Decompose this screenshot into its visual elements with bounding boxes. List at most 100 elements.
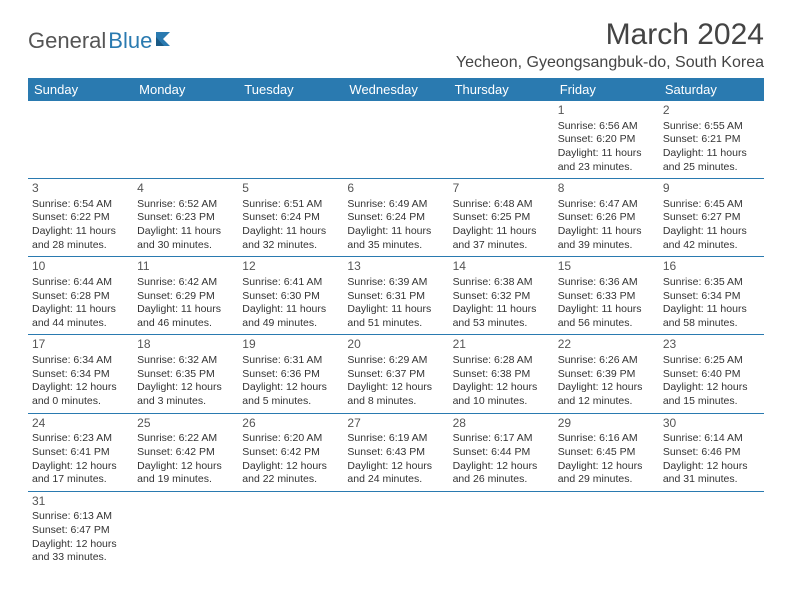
calendar-row: 31Sunrise: 6:13 AMSunset: 6:47 PMDayligh… [28, 491, 764, 569]
sunrise-line: Sunrise: 6:54 AM [32, 198, 129, 212]
calendar-row: 3Sunrise: 6:54 AMSunset: 6:22 PMDaylight… [28, 179, 764, 257]
day-number: 21 [453, 337, 550, 353]
sunrise-line: Sunrise: 6:17 AM [453, 432, 550, 446]
calendar-cell [659, 491, 764, 569]
day-number: 2 [663, 103, 760, 119]
calendar-body: 1Sunrise: 6:56 AMSunset: 6:20 PMDaylight… [28, 101, 764, 569]
calendar-cell: 25Sunrise: 6:22 AMSunset: 6:42 PMDayligh… [133, 413, 238, 491]
day-number: 13 [347, 259, 444, 275]
daylight-line: Daylight: 11 hours and 46 minutes. [137, 303, 234, 330]
sunrise-line: Sunrise: 6:44 AM [32, 276, 129, 290]
header: GeneralBlue March 2024 Yecheon, Gyeongsa… [28, 18, 764, 72]
daylight-line: Daylight: 12 hours and 15 minutes. [663, 381, 760, 408]
sunrise-line: Sunrise: 6:47 AM [558, 198, 655, 212]
sunrise-line: Sunrise: 6:20 AM [242, 432, 339, 446]
weekday-header: Saturday [659, 78, 764, 101]
calendar-cell: 18Sunrise: 6:32 AMSunset: 6:35 PMDayligh… [133, 335, 238, 413]
daylight-line: Daylight: 12 hours and 31 minutes. [663, 460, 760, 487]
daylight-line: Daylight: 12 hours and 26 minutes. [453, 460, 550, 487]
calendar-cell [133, 101, 238, 179]
day-number: 28 [453, 416, 550, 432]
month-title: March 2024 [456, 18, 764, 52]
daylight-line: Daylight: 11 hours and 44 minutes. [32, 303, 129, 330]
sunrise-line: Sunrise: 6:39 AM [347, 276, 444, 290]
day-number: 7 [453, 181, 550, 197]
calendar-cell: 4Sunrise: 6:52 AMSunset: 6:23 PMDaylight… [133, 179, 238, 257]
calendar-cell: 1Sunrise: 6:56 AMSunset: 6:20 PMDaylight… [554, 101, 659, 179]
daylight-line: Daylight: 12 hours and 19 minutes. [137, 460, 234, 487]
calendar-row: 24Sunrise: 6:23 AMSunset: 6:41 PMDayligh… [28, 413, 764, 491]
daylight-line: Daylight: 11 hours and 53 minutes. [453, 303, 550, 330]
sunrise-line: Sunrise: 6:49 AM [347, 198, 444, 212]
calendar-cell: 5Sunrise: 6:51 AMSunset: 6:24 PMDaylight… [238, 179, 343, 257]
calendar-cell: 6Sunrise: 6:49 AMSunset: 6:24 PMDaylight… [343, 179, 448, 257]
calendar-cell: 12Sunrise: 6:41 AMSunset: 6:30 PMDayligh… [238, 257, 343, 335]
day-number: 6 [347, 181, 444, 197]
calendar-cell [449, 491, 554, 569]
calendar-cell [133, 491, 238, 569]
daylight-line: Daylight: 11 hours and 35 minutes. [347, 225, 444, 252]
sunset-line: Sunset: 6:30 PM [242, 290, 339, 304]
calendar-cell: 14Sunrise: 6:38 AMSunset: 6:32 PMDayligh… [449, 257, 554, 335]
calendar-cell [238, 491, 343, 569]
calendar-cell: 19Sunrise: 6:31 AMSunset: 6:36 PMDayligh… [238, 335, 343, 413]
sunset-line: Sunset: 6:23 PM [137, 211, 234, 225]
weekday-header: Thursday [449, 78, 554, 101]
sunset-line: Sunset: 6:25 PM [453, 211, 550, 225]
sunset-line: Sunset: 6:44 PM [453, 446, 550, 460]
calendar-cell [343, 101, 448, 179]
day-number: 1 [558, 103, 655, 119]
sunrise-line: Sunrise: 6:34 AM [32, 354, 129, 368]
calendar-cell: 23Sunrise: 6:25 AMSunset: 6:40 PMDayligh… [659, 335, 764, 413]
sunset-line: Sunset: 6:43 PM [347, 446, 444, 460]
day-number: 18 [137, 337, 234, 353]
sunset-line: Sunset: 6:42 PM [137, 446, 234, 460]
day-number: 3 [32, 181, 129, 197]
daylight-line: Daylight: 12 hours and 12 minutes. [558, 381, 655, 408]
sunset-line: Sunset: 6:47 PM [32, 524, 129, 538]
daylight-line: Daylight: 11 hours and 30 minutes. [137, 225, 234, 252]
sunset-line: Sunset: 6:38 PM [453, 368, 550, 382]
calendar-cell [554, 491, 659, 569]
daylight-line: Daylight: 11 hours and 58 minutes. [663, 303, 760, 330]
calendar-row: 1Sunrise: 6:56 AMSunset: 6:20 PMDaylight… [28, 101, 764, 179]
logo-text-2: Blue [108, 28, 152, 54]
calendar-cell: 7Sunrise: 6:48 AMSunset: 6:25 PMDaylight… [449, 179, 554, 257]
calendar-row: 10Sunrise: 6:44 AMSunset: 6:28 PMDayligh… [28, 257, 764, 335]
calendar-cell: 2Sunrise: 6:55 AMSunset: 6:21 PMDaylight… [659, 101, 764, 179]
sunset-line: Sunset: 6:39 PM [558, 368, 655, 382]
sunrise-line: Sunrise: 6:31 AM [242, 354, 339, 368]
daylight-line: Daylight: 11 hours and 51 minutes. [347, 303, 444, 330]
calendar-cell: 16Sunrise: 6:35 AMSunset: 6:34 PMDayligh… [659, 257, 764, 335]
daylight-line: Daylight: 11 hours and 23 minutes. [558, 147, 655, 174]
daylight-line: Daylight: 11 hours and 39 minutes. [558, 225, 655, 252]
calendar-cell: 24Sunrise: 6:23 AMSunset: 6:41 PMDayligh… [28, 413, 133, 491]
sunrise-line: Sunrise: 6:55 AM [663, 120, 760, 134]
day-number: 5 [242, 181, 339, 197]
daylight-line: Daylight: 11 hours and 49 minutes. [242, 303, 339, 330]
sunrise-line: Sunrise: 6:36 AM [558, 276, 655, 290]
calendar-cell: 26Sunrise: 6:20 AMSunset: 6:42 PMDayligh… [238, 413, 343, 491]
sunrise-line: Sunrise: 6:52 AM [137, 198, 234, 212]
sunset-line: Sunset: 6:46 PM [663, 446, 760, 460]
day-number: 27 [347, 416, 444, 432]
daylight-line: Daylight: 12 hours and 24 minutes. [347, 460, 444, 487]
calendar-cell: 31Sunrise: 6:13 AMSunset: 6:47 PMDayligh… [28, 491, 133, 569]
weekday-row: SundayMondayTuesdayWednesdayThursdayFrid… [28, 78, 764, 101]
sunrise-line: Sunrise: 6:35 AM [663, 276, 760, 290]
calendar-cell [343, 491, 448, 569]
calendar-cell: 29Sunrise: 6:16 AMSunset: 6:45 PMDayligh… [554, 413, 659, 491]
sunset-line: Sunset: 6:34 PM [32, 368, 129, 382]
sunset-line: Sunset: 6:37 PM [347, 368, 444, 382]
sunset-line: Sunset: 6:34 PM [663, 290, 760, 304]
day-number: 24 [32, 416, 129, 432]
day-number: 10 [32, 259, 129, 275]
daylight-line: Daylight: 12 hours and 33 minutes. [32, 538, 129, 565]
day-number: 29 [558, 416, 655, 432]
day-number: 14 [453, 259, 550, 275]
calendar-cell: 28Sunrise: 6:17 AMSunset: 6:44 PMDayligh… [449, 413, 554, 491]
weekday-header: Tuesday [238, 78, 343, 101]
calendar-table: SundayMondayTuesdayWednesdayThursdayFrid… [28, 78, 764, 569]
calendar-cell: 27Sunrise: 6:19 AMSunset: 6:43 PMDayligh… [343, 413, 448, 491]
weekday-header: Wednesday [343, 78, 448, 101]
